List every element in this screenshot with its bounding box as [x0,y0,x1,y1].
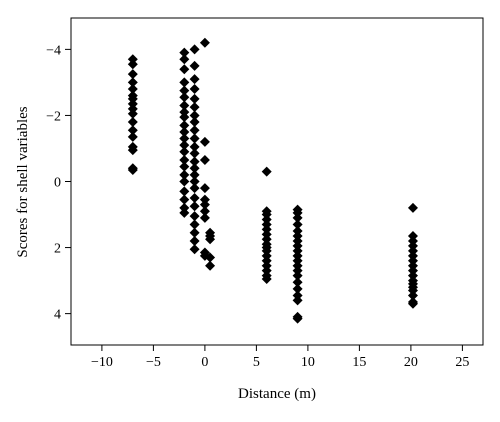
data-point [189,74,200,85]
x-tick-label: −10 [91,355,113,370]
data-point [127,108,138,119]
data-point [261,166,272,177]
x-tick-label: 20 [404,355,418,370]
data-point [407,298,418,309]
data-point [179,140,190,151]
data-point [127,84,138,95]
data-point [292,219,303,230]
data-point [189,60,200,71]
data-point [292,313,303,324]
data-point [261,273,272,284]
data-point [127,69,138,80]
data-point [199,199,210,210]
data-point [179,126,190,137]
data-point [292,277,303,288]
data-point [189,125,200,136]
data-point [189,201,200,212]
data-point [189,93,200,104]
y-tick-label: −4 [46,43,61,58]
data-point [127,59,138,70]
data-point [127,145,138,156]
data-point [179,176,190,187]
data-point [189,102,200,113]
data-point [127,125,138,136]
data-point [407,202,418,213]
data-point [189,169,200,180]
data-point [205,234,216,245]
data-point [189,84,200,95]
data-point [205,260,216,271]
data-point [199,212,210,223]
data-point [292,212,303,223]
data-point [179,194,190,205]
x-tick-label: 5 [253,355,260,370]
data-point [189,211,200,222]
data-point [179,64,190,75]
data-point [179,161,190,172]
data-point [127,117,138,128]
data-point [189,183,200,194]
data-point [199,155,210,166]
data-point [189,219,200,230]
data-point [292,283,303,294]
y-tick-label: 0 [54,176,61,191]
data-point [292,270,303,281]
x-tick-label: 15 [352,355,366,370]
data-point [127,131,138,142]
data-point [199,136,210,147]
data-point [407,290,418,301]
data-point [292,295,303,306]
data-point [179,133,190,144]
data-point [189,133,200,144]
data-point [189,156,200,167]
data-point [189,110,200,121]
data-point [189,117,200,128]
data-point [179,100,190,111]
y-tick-label: −2 [46,109,61,124]
data-point [179,186,190,197]
x-axis: −10 −5 0 5 10 15 20 25 [91,345,469,370]
data-point [179,207,190,218]
data-point [199,183,210,194]
y-tick-label: 4 [54,308,61,323]
data-point [189,141,200,152]
x-tick-label: 10 [301,355,315,370]
x-axis-title: Distance (m) [238,386,316,402]
data-point [189,44,200,55]
data-point [179,146,190,157]
x-tick-label: −5 [146,355,161,370]
data-point [179,47,190,58]
data-points [127,37,418,324]
data-point [179,169,190,180]
data-point [189,148,200,159]
data-point [179,155,190,166]
data-point [179,54,190,65]
data-point [189,193,200,204]
data-point [199,37,210,48]
data-point [189,176,200,187]
data-point [205,252,216,263]
x-tick-label: 25 [455,355,469,370]
data-point [199,206,210,217]
data-point [179,112,190,123]
data-point [179,85,190,96]
data-point [189,163,200,174]
data-point [179,120,190,131]
y-tick-label: 2 [54,242,61,257]
x-tick-label: 0 [201,355,208,370]
y-axis-title: Scores for shell variables [15,106,31,257]
data-point [179,92,190,103]
data-point [189,244,200,255]
y-axis: −4 −2 0 2 4 [46,43,71,323]
data-point [179,77,190,88]
data-point [189,227,200,238]
data-point [189,235,200,246]
data-point [127,164,138,175]
data-point [127,77,138,88]
